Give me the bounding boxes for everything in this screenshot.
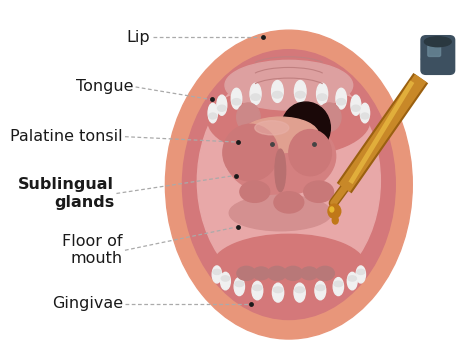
Ellipse shape (212, 234, 365, 298)
Ellipse shape (197, 66, 380, 296)
Ellipse shape (330, 207, 334, 212)
Ellipse shape (272, 81, 283, 102)
Ellipse shape (318, 94, 327, 100)
Ellipse shape (209, 113, 217, 119)
Ellipse shape (273, 287, 283, 293)
Text: Sublingual
glands: Sublingual glands (18, 177, 114, 210)
Ellipse shape (316, 285, 325, 290)
Ellipse shape (351, 95, 361, 115)
Ellipse shape (347, 272, 357, 290)
Ellipse shape (295, 287, 304, 293)
Ellipse shape (282, 102, 330, 153)
Ellipse shape (220, 272, 230, 290)
Ellipse shape (317, 83, 328, 105)
Ellipse shape (333, 278, 344, 296)
Ellipse shape (250, 83, 261, 105)
Ellipse shape (221, 276, 229, 281)
Ellipse shape (361, 113, 369, 119)
Ellipse shape (318, 103, 341, 131)
Ellipse shape (229, 195, 331, 231)
Ellipse shape (234, 278, 245, 296)
Ellipse shape (237, 103, 260, 131)
Ellipse shape (237, 266, 255, 280)
Ellipse shape (253, 285, 262, 290)
Text: Tongue: Tongue (76, 80, 134, 94)
Ellipse shape (304, 181, 334, 202)
Ellipse shape (225, 60, 353, 110)
Ellipse shape (352, 105, 360, 111)
Text: Lip: Lip (127, 30, 151, 45)
Ellipse shape (294, 283, 305, 302)
Ellipse shape (289, 130, 331, 176)
Ellipse shape (255, 121, 289, 135)
Ellipse shape (252, 281, 263, 300)
Ellipse shape (273, 283, 283, 302)
FancyBboxPatch shape (421, 36, 455, 75)
Ellipse shape (295, 92, 305, 98)
Ellipse shape (336, 88, 346, 109)
Ellipse shape (251, 94, 260, 100)
Ellipse shape (208, 103, 218, 123)
Text: Palatine tonsil: Palatine tonsil (10, 129, 123, 144)
Ellipse shape (231, 88, 242, 109)
Ellipse shape (213, 269, 221, 274)
Ellipse shape (232, 99, 241, 105)
Ellipse shape (334, 281, 343, 286)
Text: Floor of
mouth: Floor of mouth (62, 234, 123, 267)
Ellipse shape (301, 143, 311, 162)
Ellipse shape (348, 276, 356, 281)
Ellipse shape (240, 181, 270, 202)
Ellipse shape (225, 117, 336, 195)
Ellipse shape (273, 92, 283, 98)
Ellipse shape (267, 266, 286, 280)
Ellipse shape (242, 117, 319, 153)
Ellipse shape (223, 124, 278, 181)
Ellipse shape (165, 30, 412, 339)
Ellipse shape (235, 281, 244, 286)
Ellipse shape (357, 269, 365, 274)
Ellipse shape (217, 95, 227, 115)
Ellipse shape (328, 204, 341, 218)
Ellipse shape (212, 266, 221, 283)
Ellipse shape (275, 149, 286, 192)
Ellipse shape (294, 81, 306, 102)
Ellipse shape (284, 266, 302, 280)
Ellipse shape (421, 55, 437, 67)
Text: Gingivae: Gingivae (52, 296, 123, 311)
Ellipse shape (253, 267, 270, 280)
Ellipse shape (218, 105, 226, 111)
Ellipse shape (182, 50, 395, 320)
Ellipse shape (337, 99, 346, 105)
FancyBboxPatch shape (428, 45, 441, 56)
Ellipse shape (315, 281, 326, 300)
Ellipse shape (356, 266, 365, 283)
Ellipse shape (208, 85, 370, 156)
Ellipse shape (316, 266, 334, 280)
Ellipse shape (274, 192, 304, 213)
Ellipse shape (332, 216, 338, 224)
Ellipse shape (301, 267, 318, 280)
Ellipse shape (360, 103, 370, 123)
Ellipse shape (424, 37, 451, 47)
